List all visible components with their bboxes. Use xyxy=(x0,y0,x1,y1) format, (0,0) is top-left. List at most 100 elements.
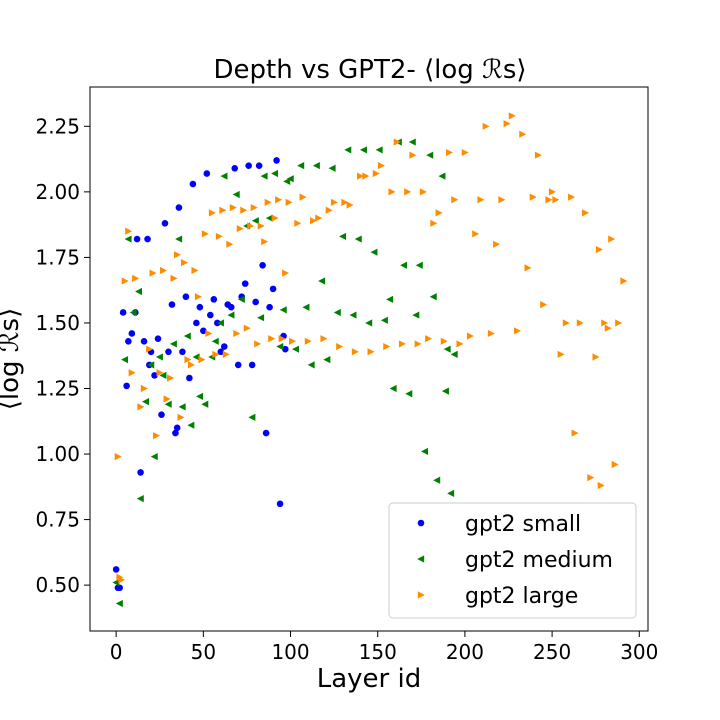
data-point xyxy=(164,400,172,408)
data-point xyxy=(357,172,365,180)
data-point xyxy=(611,460,619,469)
data-point xyxy=(271,214,279,222)
data-point xyxy=(466,332,474,340)
data-point xyxy=(132,274,140,282)
data-point xyxy=(220,172,228,180)
data-point xyxy=(383,342,391,351)
data-point xyxy=(400,261,408,269)
data-point xyxy=(140,338,148,345)
data-point xyxy=(196,392,204,400)
data-point xyxy=(498,196,506,204)
data-point xyxy=(175,235,183,243)
data-point xyxy=(205,329,213,338)
data-point xyxy=(421,447,428,456)
data-point xyxy=(372,169,380,178)
data-point xyxy=(265,214,273,222)
data-point xyxy=(529,193,537,201)
data-point xyxy=(362,172,370,180)
data-point xyxy=(232,190,240,199)
legend-label: gpt2 small xyxy=(465,512,581,537)
data-point xyxy=(276,500,284,508)
data-point xyxy=(266,303,273,311)
data-point xyxy=(307,361,315,369)
data-point xyxy=(568,193,576,201)
data-points xyxy=(112,112,628,608)
data-point xyxy=(194,293,202,301)
data-point xyxy=(121,277,129,285)
data-point xyxy=(440,337,448,345)
data-point xyxy=(170,274,178,282)
data-point xyxy=(154,335,162,342)
data-point xyxy=(135,287,143,296)
data-point xyxy=(173,424,181,432)
data-point xyxy=(177,413,185,421)
data-point xyxy=(482,122,490,130)
y-tick-label: 1.00 xyxy=(35,442,80,466)
data-point xyxy=(201,400,209,408)
data-point xyxy=(184,356,192,364)
data-point xyxy=(430,219,438,227)
data-point xyxy=(151,372,158,379)
data-point xyxy=(409,151,417,159)
data-point xyxy=(264,198,272,206)
legend-box xyxy=(388,502,637,619)
data-point xyxy=(595,245,603,254)
data-point xyxy=(133,235,141,243)
data-point xyxy=(620,277,628,285)
data-point xyxy=(187,421,195,429)
data-point xyxy=(333,308,341,317)
data-point xyxy=(508,112,516,120)
data-point xyxy=(211,337,219,345)
data-point xyxy=(318,277,326,285)
data-point xyxy=(278,335,286,343)
data-point xyxy=(389,384,397,393)
data-point xyxy=(140,384,148,393)
data-point xyxy=(282,269,290,277)
data-point xyxy=(519,130,527,138)
data-point xyxy=(503,120,511,128)
y-axis: 0.50 0.75 1.00 1.25 1.50 1.75 2.00 2.25 xyxy=(35,114,90,597)
data-point xyxy=(398,340,406,348)
data-point xyxy=(186,374,193,382)
data-point xyxy=(405,390,413,398)
data-point xyxy=(493,240,501,248)
data-point xyxy=(388,188,396,196)
data-point xyxy=(210,296,218,303)
data-point xyxy=(419,188,427,196)
x-tick-label: 100 xyxy=(271,640,309,664)
data-point xyxy=(220,343,228,350)
data-point xyxy=(557,350,565,359)
data-point xyxy=(456,340,464,348)
legend: gpt2 small gpt2 medium gpt2 large xyxy=(388,502,637,619)
data-point xyxy=(438,172,446,180)
data-point xyxy=(115,599,123,608)
data-point xyxy=(604,324,612,332)
data-point xyxy=(178,403,186,411)
data-point xyxy=(276,342,284,351)
data-point xyxy=(248,413,256,421)
data-point xyxy=(191,266,199,275)
data-point xyxy=(237,295,245,303)
data-point xyxy=(234,361,242,369)
x-tick-label: 250 xyxy=(533,640,571,664)
data-point xyxy=(207,311,214,319)
data-point xyxy=(168,301,176,308)
data-point xyxy=(323,356,331,364)
data-point xyxy=(328,164,336,172)
data-point xyxy=(182,293,190,301)
data-point xyxy=(229,203,237,212)
data-point xyxy=(294,219,302,227)
data-point xyxy=(192,353,200,361)
data-point xyxy=(330,198,338,206)
data-point xyxy=(514,327,522,335)
x-tick-label: 50 xyxy=(191,640,216,664)
data-point xyxy=(524,264,532,272)
legend-marker xyxy=(417,519,425,527)
data-point xyxy=(302,303,310,311)
data-point xyxy=(183,332,191,340)
data-point xyxy=(118,576,126,584)
data-point xyxy=(219,206,227,214)
data-point xyxy=(304,337,312,345)
y-tick-label: 1.75 xyxy=(35,245,80,269)
data-point xyxy=(415,261,423,269)
